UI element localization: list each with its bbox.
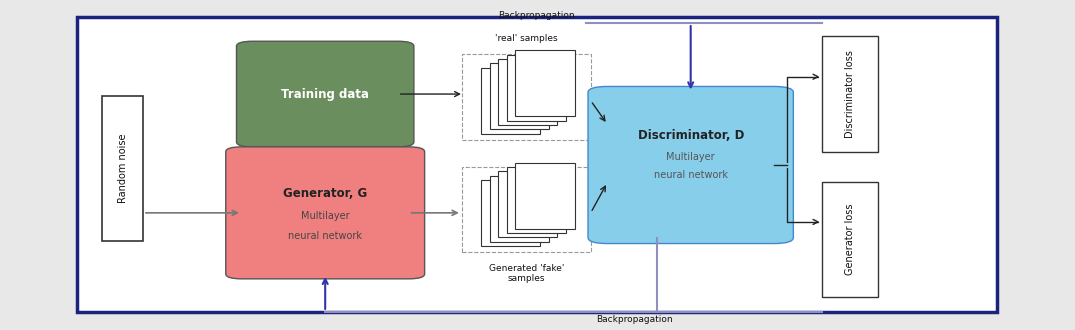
Text: Backpropagation: Backpropagation [499, 11, 575, 20]
Text: neural network: neural network [654, 170, 728, 180]
Text: Generator loss: Generator loss [845, 204, 856, 275]
Bar [516, 163, 574, 229]
Text: neural network: neural network [288, 231, 362, 241]
Text: Generated 'fake': Generated 'fake' [489, 264, 564, 273]
Bar [499, 59, 557, 125]
Text: 'real' samples: 'real' samples [496, 34, 558, 43]
FancyBboxPatch shape [226, 147, 425, 279]
Bar [461, 167, 590, 252]
Bar [481, 68, 540, 134]
Text: Backpropagation: Backpropagation [597, 315, 673, 324]
Bar [822, 36, 878, 152]
Bar [490, 63, 548, 129]
Text: samples: samples [508, 274, 545, 283]
Text: Generator, G: Generator, G [283, 186, 368, 200]
Bar [499, 171, 557, 237]
Bar [516, 50, 574, 116]
Bar [461, 54, 590, 140]
FancyBboxPatch shape [102, 96, 143, 241]
Bar [481, 180, 540, 246]
FancyBboxPatch shape [588, 86, 793, 244]
FancyBboxPatch shape [77, 16, 997, 312]
Bar [507, 167, 565, 233]
Text: Multilayer: Multilayer [301, 211, 349, 221]
Text: Multilayer: Multilayer [666, 152, 715, 162]
Text: Discriminator loss: Discriminator loss [845, 50, 856, 138]
Text: Random noise: Random noise [117, 134, 128, 203]
Text: Training data: Training data [282, 87, 369, 101]
Text: Discriminator, D: Discriminator, D [637, 129, 744, 142]
Bar [822, 182, 878, 297]
FancyBboxPatch shape [236, 41, 414, 147]
Bar [490, 176, 548, 242]
Bar [507, 55, 565, 121]
